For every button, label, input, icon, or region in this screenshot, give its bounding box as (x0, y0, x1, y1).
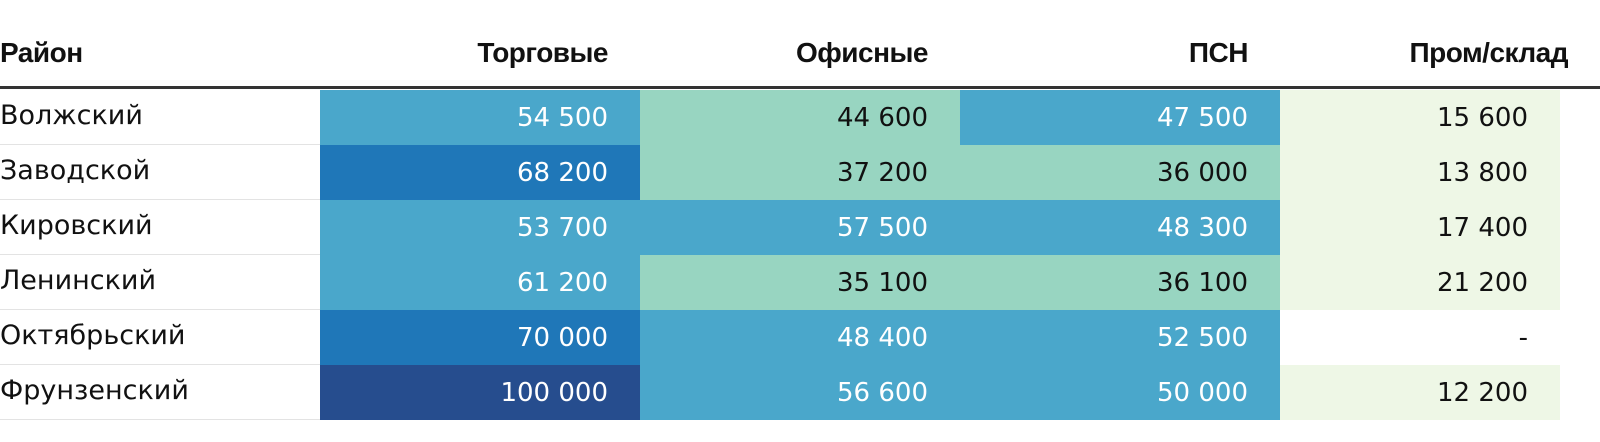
value-cell: 100 000 (320, 365, 640, 420)
header-psn: ПСН (1188, 37, 1249, 68)
header-industrial: Пром/склад (1409, 37, 1568, 68)
row-divider (0, 144, 320, 145)
value-cell: 35 100 (640, 255, 960, 310)
value-cell: 61 200 (320, 255, 640, 310)
value-cell: 37 200 (640, 145, 960, 200)
value-cell: 56 600 (640, 365, 960, 420)
value-cell: 15 600 (1280, 90, 1560, 145)
table-row: Заводской 68 200 37 200 36 000 13 800 (0, 145, 1600, 200)
row-divider (0, 419, 320, 420)
row-divider (0, 199, 320, 200)
row-divider (0, 254, 320, 255)
value-cell: - (1280, 310, 1560, 365)
value-cell: 52 500 (960, 310, 1280, 365)
value-cell: 44 600 (640, 90, 960, 145)
header-retail: Торговые (477, 37, 608, 68)
value-cell: 50 000 (960, 365, 1280, 420)
table-row: Фрунзенский 100 000 56 600 50 000 12 200 (0, 365, 1600, 420)
row-divider (0, 309, 320, 310)
district-name: Заводской (0, 155, 151, 186)
value-cell: 17 400 (1280, 200, 1560, 255)
district-name: Фрунзенский (0, 375, 189, 406)
header-district: Район (0, 37, 83, 68)
value-cell: 54 500 (320, 90, 640, 145)
value-cell: 57 500 (640, 200, 960, 255)
table-row: Кировский 53 700 57 500 48 300 17 400 (0, 200, 1600, 255)
header-office: Офисные (796, 37, 928, 68)
table-row: Октябрьский 70 000 48 400 52 500- (0, 310, 1600, 365)
value-cell: 36 100 (960, 255, 1280, 310)
value-cell: 21 200 (1280, 255, 1560, 310)
district-name: Волжский (0, 100, 143, 131)
table-header: Район Торговые Офисные ПСН Пром/склад (0, 22, 1600, 84)
value-cell: 12 200 (1280, 365, 1560, 420)
value-cell: 13 800 (1280, 145, 1560, 200)
value-cell: 48 300 (960, 200, 1280, 255)
table-row: Ленинский 61 200 35 100 36 100 21 200 (0, 255, 1600, 310)
district-name: Кировский (0, 210, 153, 241)
district-name: Ленинский (0, 265, 157, 296)
value-cell: 70 000 (320, 310, 640, 365)
value-cell: 36 000 (960, 145, 1280, 200)
value-cell: 48 400 (640, 310, 960, 365)
table-row: Волжский 54 500 44 600 47 500 15 600 (0, 90, 1600, 145)
value-cell: 47 500 (960, 90, 1280, 145)
district-name: Октябрьский (0, 320, 186, 351)
value-cell: 68 200 (320, 145, 640, 200)
value-cell: 53 700 (320, 200, 640, 255)
header-rule (0, 86, 1600, 89)
row-divider (0, 364, 320, 365)
